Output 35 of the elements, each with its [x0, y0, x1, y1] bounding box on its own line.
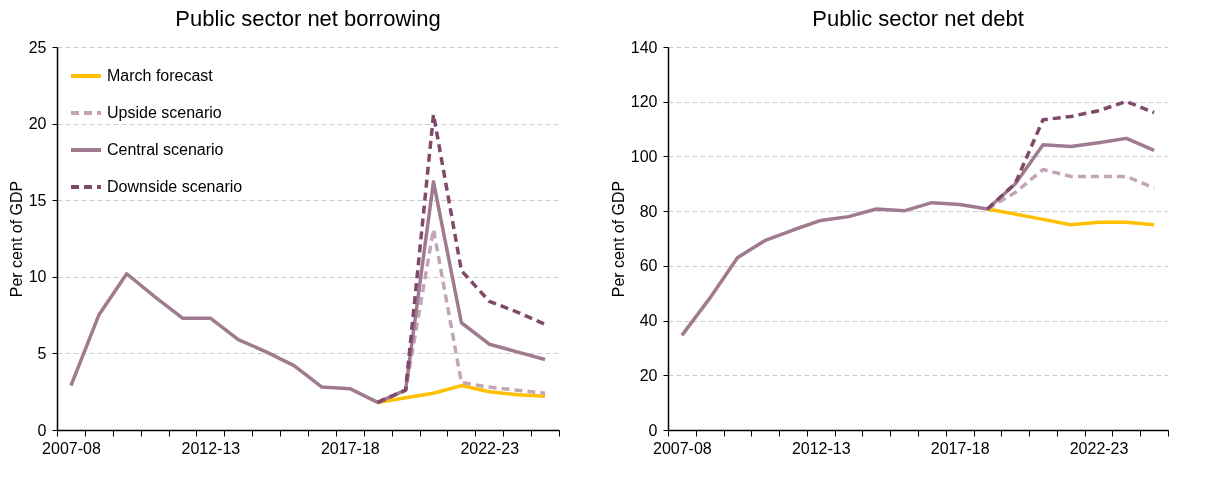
y-tick-label: 0	[648, 421, 658, 439]
legend-label: Central scenario	[107, 141, 224, 158]
x-tick-label: 2017-18	[930, 439, 990, 457]
x-tick-label: 2022-23	[1069, 439, 1129, 457]
y-tick-label: 20	[639, 366, 658, 384]
y-tick-label: 10	[28, 268, 47, 286]
legend-label: March forecast	[107, 67, 214, 84]
y-tick-label: 15	[28, 191, 47, 209]
line-series	[69, 180, 547, 405]
y-tick-label: 25	[28, 38, 47, 56]
y-tick-label: 5	[37, 344, 47, 362]
line-series	[680, 136, 1156, 338]
x-tick-label: 2012-13	[181, 439, 241, 457]
line-series	[375, 112, 547, 405]
y-tick-label: 0	[37, 421, 47, 439]
chart-title: Public sector net borrowing	[175, 6, 441, 31]
x-tick-label: 2022-23	[460, 439, 520, 457]
y-tick-label: 100	[630, 147, 658, 165]
line-series	[985, 99, 1156, 211]
y-axis-title: Per cent of GDP	[7, 180, 25, 298]
y-tick-label: 120	[630, 93, 658, 111]
y-axis-title: Per cent of GDP	[609, 180, 627, 298]
x-tick-label: 2007-08	[42, 439, 101, 457]
x-tick-label: 2007-08	[653, 439, 712, 457]
y-tick-label: 60	[639, 257, 658, 275]
y-tick-label: 140	[630, 38, 658, 56]
x-tick-label: 2017-18	[320, 439, 380, 457]
line-series	[985, 207, 1156, 227]
x-tick-label: 2012-13	[791, 439, 851, 457]
legend-label: Downside scenario	[107, 178, 243, 195]
y-tick-label: 80	[639, 202, 658, 220]
y-tick-label: 20	[28, 115, 47, 133]
chart-title: Public sector net debt	[812, 6, 1024, 31]
y-tick-label: 40	[639, 312, 658, 330]
legend-label: Upside scenario	[107, 104, 222, 121]
